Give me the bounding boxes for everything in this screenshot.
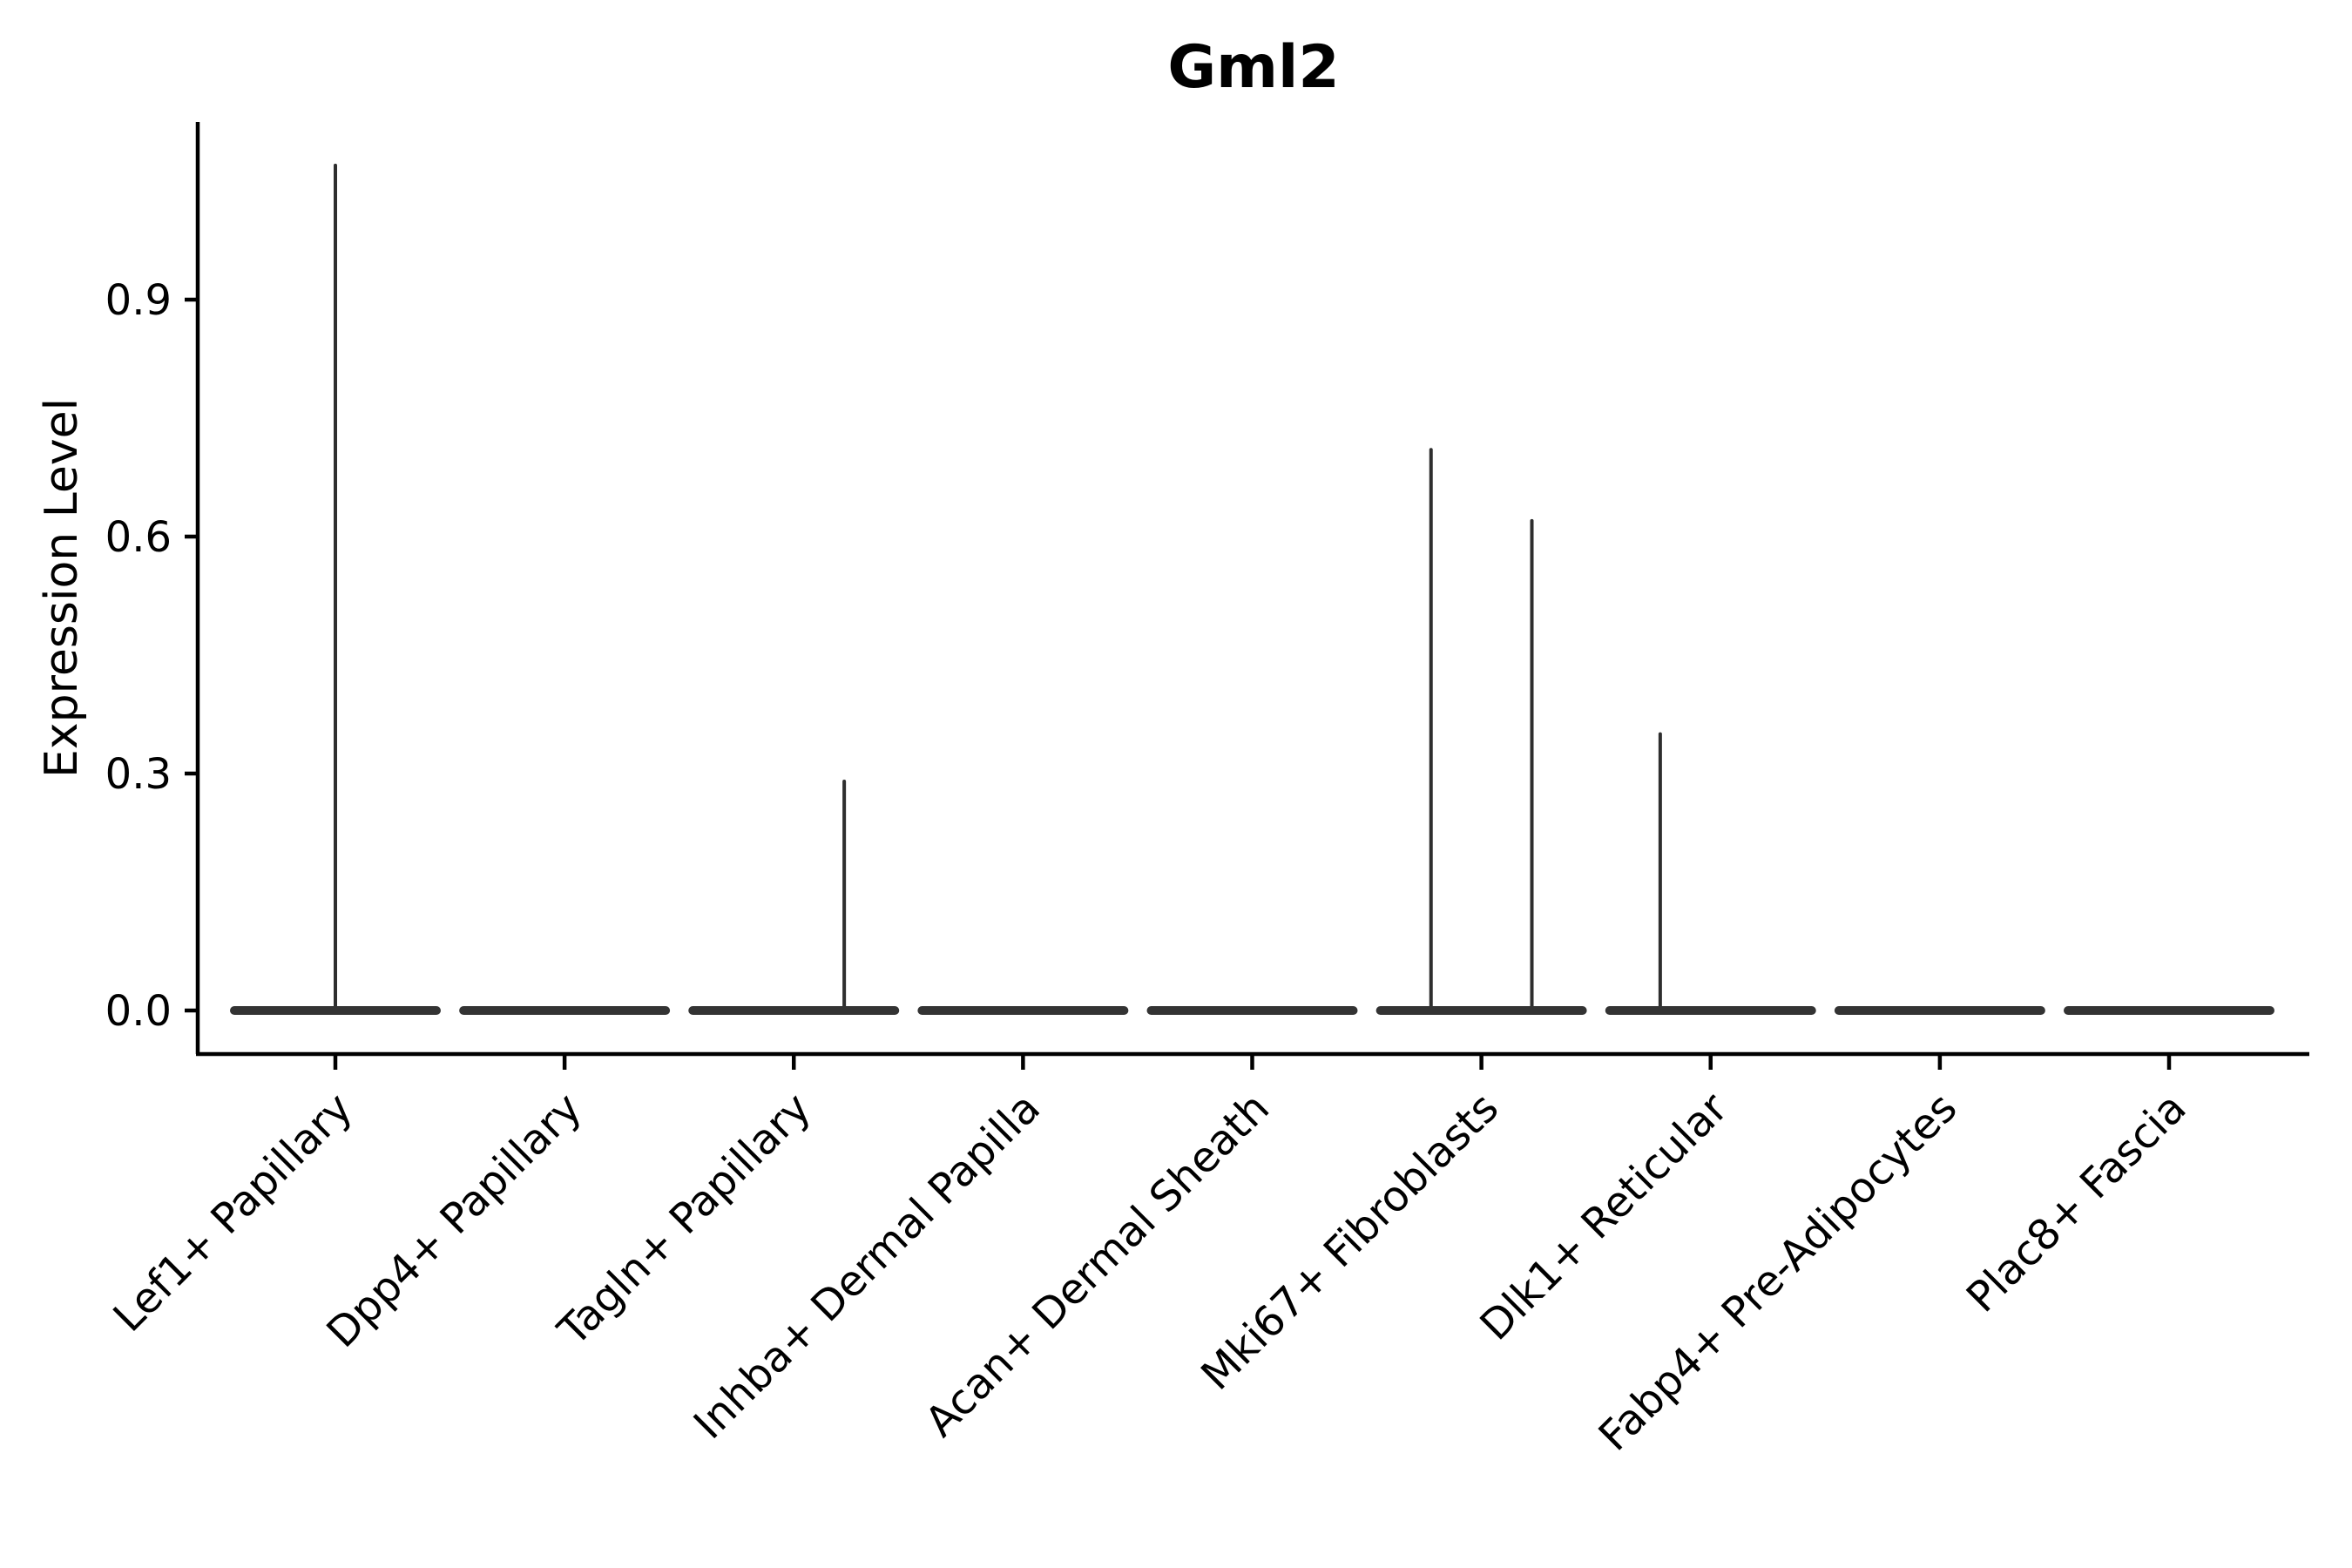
y-tick-label: 0.9	[105, 276, 172, 325]
x-tick-label: Tagln+ Papillary	[548, 1084, 820, 1355]
x-tick-label: Dpp4+ Papillary	[318, 1084, 591, 1357]
x-tick-label: Dlk1+ Reticular	[1471, 1084, 1738, 1350]
y-axis-ticks: 0.0 0.3 0.6 0.9	[105, 276, 198, 1036]
x-tick-label: Plac8+ Fascia	[1957, 1084, 2196, 1322]
violin-series	[230, 163, 2274, 1015]
violin-body	[1834, 1006, 2045, 1015]
y-tick-label: 0.6	[105, 513, 172, 562]
y-axis-title: Expression Level	[36, 398, 88, 778]
y-tick-label: 0.3	[105, 750, 172, 799]
violin-body	[1146, 1006, 1358, 1015]
violin-body	[1375, 1006, 1587, 1015]
axes	[195, 122, 2309, 1057]
violin-body	[917, 1006, 1129, 1015]
violin-body	[459, 1006, 671, 1015]
violin-body	[688, 1006, 900, 1015]
chart-title: Gml2	[1167, 33, 1339, 102]
violin-body	[2064, 1006, 2274, 1015]
x-tick-label: Lef1+ Papillary	[105, 1084, 362, 1342]
violin-body	[230, 1006, 441, 1015]
y-tick-label: 0.0	[105, 987, 172, 1036]
violin-body	[1605, 1006, 1816, 1015]
